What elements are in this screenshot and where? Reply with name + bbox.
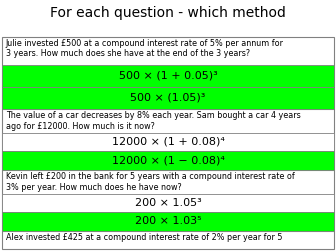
Text: Kevin left £200 in the bank for 5 years with a compound interest rate of
3% per : Kevin left £200 in the bank for 5 years … [6,172,294,192]
Bar [2,109,334,170]
Bar [2,170,334,231]
Text: The value of a car decreases by 8% each year. Sam bought a car 4 years
ago for £: The value of a car decreases by 8% each … [6,111,300,131]
Bar [2,151,334,170]
Text: Julie invested £500 at a compound interest rate of 5% per annum for
3 years. How: Julie invested £500 at a compound intere… [6,39,284,58]
Text: 12000 × (1 + 0.08)⁴: 12000 × (1 + 0.08)⁴ [112,137,224,147]
Bar [2,133,334,151]
Text: 200 × 1.03⁵: 200 × 1.03⁵ [135,216,201,227]
Text: For each question - which method: For each question - which method [50,6,286,20]
Text: 500 × (1 + 0.05)³: 500 × (1 + 0.05)³ [119,71,217,81]
Text: 200 × 1.05³: 200 × 1.05³ [135,198,201,208]
Bar [2,87,334,109]
Bar [2,65,334,87]
Text: 500 × (1.05)³: 500 × (1.05)³ [130,93,206,103]
Bar [2,194,334,212]
Text: 12000 × (1 − 0.08)⁴: 12000 × (1 − 0.08)⁴ [112,155,224,166]
Bar [2,231,334,249]
Bar [2,37,334,109]
Bar [2,212,334,231]
Text: Alex invested £425 at a compound interest rate of 2% per year for 5: Alex invested £425 at a compound interes… [6,233,282,242]
